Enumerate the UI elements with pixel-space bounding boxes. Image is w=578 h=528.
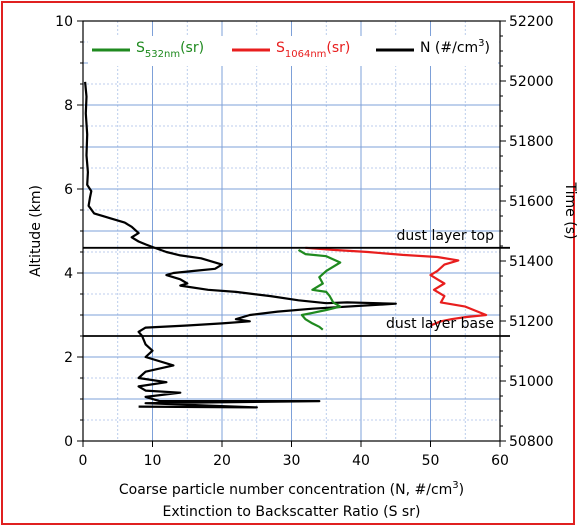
y-tick-label: 4 bbox=[64, 266, 73, 282]
series-layer bbox=[84, 81, 488, 409]
x-tick-label: 50 bbox=[422, 453, 440, 469]
legend-label-1: S1064nm(sr) bbox=[276, 40, 350, 60]
y2-axis-label: Time (s) bbox=[562, 182, 578, 240]
y2-tick-label: 51400 bbox=[509, 254, 554, 270]
annotation-label-1: dust layer base bbox=[386, 316, 494, 332]
annotations: dust layer top dust layer base bbox=[83, 228, 510, 337]
x-axis-label: Coarse particle number concentration (N,… bbox=[119, 480, 464, 498]
y2-tick-label: 51000 bbox=[509, 374, 554, 390]
x-tick-label: 20 bbox=[213, 453, 231, 469]
series-line-2 bbox=[305, 246, 488, 327]
legend-label-2: N (#/cm3) bbox=[420, 38, 490, 56]
y2-tick-label: 52200 bbox=[509, 14, 554, 30]
ticks: 0 10 20 30 40 50 60 0 2 4 6 8 10 50800 51000 51200 51400… bbox=[55, 14, 553, 469]
x-axis-label-2: Extinction to Backscatter Ratio (S sr) bbox=[163, 504, 421, 520]
legend-label-0: S532nm(sr) bbox=[136, 40, 204, 60]
y2-tick-label: 50800 bbox=[509, 434, 554, 450]
series-line-1 bbox=[297, 248, 342, 331]
x-tick-label: 60 bbox=[491, 453, 509, 469]
x-tick-label: 40 bbox=[352, 453, 370, 469]
y-tick-label: 2 bbox=[64, 350, 73, 366]
series-line-0 bbox=[84, 81, 397, 409]
legend: S532nm(sr) S1064nm(sr) N (#/cm3) bbox=[88, 36, 498, 66]
y-tick-label: 0 bbox=[64, 434, 73, 450]
y-tick-label: 10 bbox=[55, 14, 73, 30]
y2-tick-label: 52000 bbox=[509, 74, 554, 90]
y2-tick-label: 51800 bbox=[509, 134, 554, 150]
x-tick-label: 10 bbox=[144, 453, 162, 469]
x-tick-label: 30 bbox=[283, 453, 301, 469]
legend-box bbox=[88, 36, 498, 66]
y-tick-label: 8 bbox=[64, 98, 73, 114]
annotation-label-0: dust layer top bbox=[396, 228, 494, 244]
y-tick-label: 6 bbox=[64, 182, 73, 198]
x-tick-label: 0 bbox=[79, 453, 88, 469]
y2-tick-label: 51200 bbox=[509, 314, 554, 330]
y-axis-label: Altitude (km) bbox=[28, 185, 44, 277]
y2-tick-label: 51600 bbox=[509, 194, 554, 210]
axis-labels: Coarse particle number concentration (N,… bbox=[28, 182, 578, 520]
